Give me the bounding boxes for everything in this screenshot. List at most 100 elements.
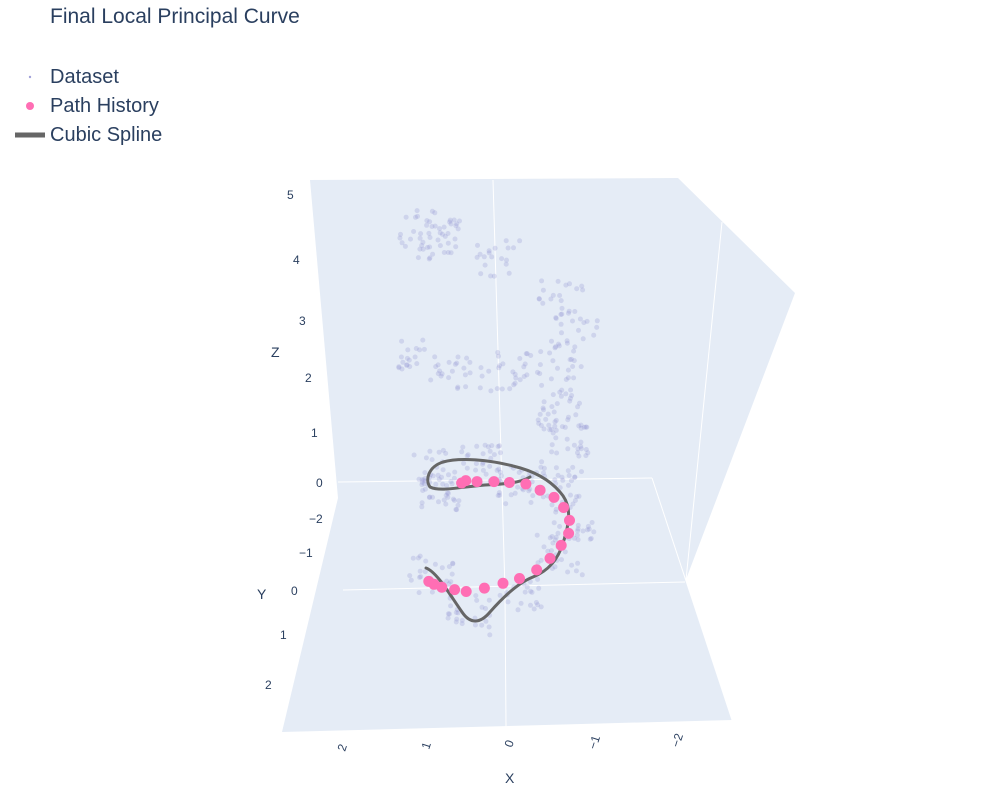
path-history-point: [478, 582, 490, 594]
dataset-point: [550, 292, 556, 298]
dataset-point: [565, 367, 571, 373]
dataset-point: [437, 243, 443, 249]
dataset-point: [571, 358, 577, 364]
dataset-point: [429, 589, 435, 595]
dataset-point: [419, 243, 425, 248]
dataset-point: [455, 386, 461, 391]
dataset-point: [513, 375, 519, 381]
dataset-point: [547, 350, 553, 356]
dataset-point: [446, 611, 452, 617]
dataset-point: [578, 439, 584, 445]
path-history-point: [488, 476, 500, 488]
dataset-point: [594, 318, 600, 324]
dataset-point: [585, 450, 591, 456]
dataset-point: [553, 465, 559, 471]
dataset-point: [452, 361, 458, 367]
dataset-point: [535, 369, 540, 375]
dataset-point: [578, 422, 584, 428]
dataset-point: [556, 343, 562, 349]
dataset-point: [555, 472, 561, 478]
dataset-point: [575, 537, 581, 543]
z-tick-label: 3: [299, 314, 306, 328]
dataset-point: [540, 405, 546, 411]
dataset-point: [580, 336, 586, 342]
dataset-point: [558, 393, 564, 399]
dataset-point: [437, 230, 443, 236]
dataset-point: [541, 407, 546, 413]
dataset-point: [405, 347, 411, 353]
dataset-point: [413, 346, 419, 351]
dataset-point: [570, 364, 576, 369]
path-history-points: [423, 475, 575, 597]
dataset-point: [535, 602, 541, 608]
dataset-point: [474, 597, 480, 603]
dataset-point: [536, 420, 542, 426]
dataset-point: [512, 371, 518, 377]
dataset-point: [572, 309, 578, 314]
dataset-point: [418, 574, 424, 580]
dataset-point: [503, 501, 509, 507]
dataset-point: [550, 358, 556, 364]
dataset-point: [510, 369, 516, 375]
dataset-point: [516, 470, 522, 475]
dataset-point: [400, 359, 406, 365]
dataset-point: [495, 493, 501, 498]
dataset-point: [489, 443, 495, 449]
dataset-point: [541, 465, 547, 471]
dataset-point: [558, 312, 564, 317]
dataset-point: [518, 600, 524, 606]
dataset-point: [586, 526, 592, 532]
dataset-point: [563, 377, 569, 382]
dataset-point: [549, 404, 555, 410]
dataset-point: [571, 442, 577, 448]
x-ticks: 2 1 0 −1 −2: [335, 731, 687, 753]
dataset-point: [404, 362, 410, 368]
dataset-point: [511, 245, 516, 251]
dataset-point: [486, 248, 492, 254]
dataset-point: [565, 417, 571, 423]
dataset-point: [489, 254, 495, 260]
dataset-point: [397, 235, 403, 241]
dataset-point: [575, 522, 581, 528]
dataset-point: [589, 520, 595, 525]
dataset-point: [565, 569, 571, 575]
dataset-point: [515, 484, 521, 490]
dataset-point: [421, 477, 427, 483]
dataset-point: [480, 451, 486, 457]
dataset-point: [435, 362, 441, 368]
dataset-point: [524, 372, 530, 378]
dataset-point: [439, 371, 445, 377]
dataset-point: [558, 298, 564, 304]
dataset-point: [402, 243, 408, 249]
dataset-point: [445, 250, 451, 255]
dataset-point: [436, 499, 441, 505]
dataset-point: [573, 412, 579, 418]
dataset-point: [488, 388, 494, 394]
dataset-point: [559, 424, 565, 430]
path-history-point: [534, 484, 546, 496]
path-history-point: [497, 577, 509, 589]
dataset-point: [461, 460, 467, 466]
dataset-point: [438, 373, 444, 379]
dataset-point: [427, 494, 433, 500]
dataset-point: [449, 481, 455, 487]
dataset-point: [486, 250, 492, 256]
dataset-point: [417, 246, 423, 252]
dataset-point: [545, 548, 551, 554]
dataset-point: [459, 621, 465, 627]
dataset-point: [407, 364, 413, 370]
y-tick-label: 2: [265, 678, 272, 692]
dataset-point: [455, 610, 461, 616]
x-tick-label: −1: [586, 733, 604, 751]
dataset-point: [504, 257, 509, 263]
dataset-point: [515, 607, 521, 613]
dataset-point: [459, 617, 465, 623]
dataset-point: [550, 540, 556, 546]
dataset-point: [416, 590, 422, 596]
dataset-point: [408, 577, 414, 583]
dataset-point: [553, 417, 559, 423]
dataset-point: [549, 449, 555, 455]
dataset-point: [483, 618, 489, 624]
x-tick-label: 1: [419, 740, 434, 751]
